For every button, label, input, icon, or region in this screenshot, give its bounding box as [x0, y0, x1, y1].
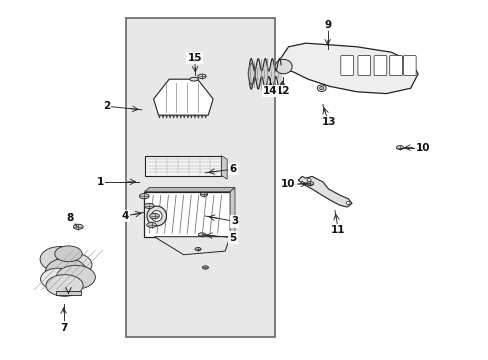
Text: 10: 10: [281, 179, 295, 189]
Text: 10: 10: [415, 143, 429, 153]
Ellipse shape: [149, 213, 159, 219]
Bar: [56, 291, 81, 295]
Text: 13: 13: [321, 117, 335, 127]
Ellipse shape: [274, 59, 291, 74]
FancyBboxPatch shape: [357, 55, 370, 76]
Ellipse shape: [305, 182, 313, 185]
Polygon shape: [154, 237, 230, 255]
Ellipse shape: [46, 275, 83, 296]
Ellipse shape: [55, 246, 82, 262]
Text: 7: 7: [60, 323, 67, 333]
Polygon shape: [221, 156, 226, 179]
Polygon shape: [186, 115, 188, 118]
FancyBboxPatch shape: [389, 55, 402, 76]
Ellipse shape: [45, 258, 86, 285]
Ellipse shape: [56, 265, 95, 289]
Polygon shape: [190, 115, 192, 118]
Ellipse shape: [319, 87, 323, 90]
Polygon shape: [230, 188, 235, 237]
Polygon shape: [194, 115, 195, 118]
Ellipse shape: [146, 206, 166, 226]
Ellipse shape: [139, 194, 149, 199]
Ellipse shape: [306, 179, 310, 181]
Text: 5: 5: [229, 233, 236, 243]
Text: 14: 14: [263, 86, 277, 96]
Polygon shape: [144, 188, 235, 192]
Text: 11: 11: [330, 225, 345, 235]
Ellipse shape: [346, 202, 349, 204]
Bar: [145, 156, 221, 175]
Ellipse shape: [151, 211, 162, 221]
Text: 12: 12: [275, 86, 289, 96]
Bar: [144, 192, 229, 237]
Ellipse shape: [41, 268, 75, 290]
Ellipse shape: [73, 224, 83, 229]
Text: 6: 6: [229, 164, 236, 174]
Ellipse shape: [189, 77, 198, 81]
Polygon shape: [158, 115, 160, 118]
Ellipse shape: [40, 247, 79, 272]
Bar: [147, 157, 223, 177]
Text: 1: 1: [97, 177, 103, 187]
Ellipse shape: [144, 203, 154, 208]
Polygon shape: [201, 115, 203, 118]
Polygon shape: [298, 176, 351, 207]
Polygon shape: [278, 43, 417, 94]
Ellipse shape: [146, 222, 156, 228]
Ellipse shape: [200, 193, 207, 196]
Ellipse shape: [197, 74, 206, 78]
Text: 4: 4: [121, 211, 128, 221]
Polygon shape: [165, 115, 167, 118]
Text: 2: 2: [103, 101, 110, 111]
Polygon shape: [197, 115, 199, 118]
Polygon shape: [176, 115, 178, 118]
Polygon shape: [204, 115, 206, 118]
FancyBboxPatch shape: [403, 55, 415, 76]
Ellipse shape: [55, 253, 92, 276]
FancyBboxPatch shape: [340, 55, 353, 76]
Polygon shape: [162, 115, 163, 118]
Ellipse shape: [202, 266, 208, 269]
Polygon shape: [183, 115, 185, 118]
Ellipse shape: [395, 146, 403, 149]
Polygon shape: [180, 115, 181, 118]
Polygon shape: [169, 115, 171, 118]
FancyBboxPatch shape: [373, 55, 386, 76]
Text: 8: 8: [66, 213, 73, 223]
Text: 3: 3: [231, 216, 238, 226]
Text: 9: 9: [324, 20, 330, 30]
Polygon shape: [172, 115, 174, 118]
Ellipse shape: [317, 85, 325, 91]
Ellipse shape: [195, 248, 201, 251]
Text: 15: 15: [187, 53, 202, 63]
Polygon shape: [153, 79, 213, 115]
Ellipse shape: [198, 233, 205, 237]
Bar: [126, 18, 275, 337]
